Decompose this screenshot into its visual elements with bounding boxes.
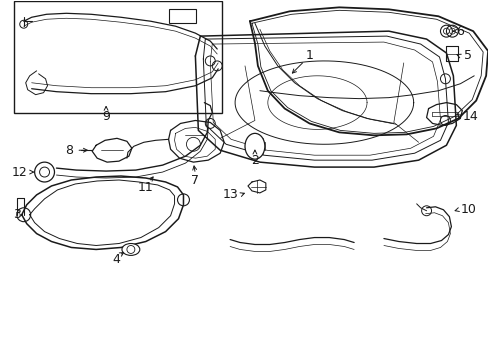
Text: 6: 6 (456, 24, 464, 38)
Text: 1: 1 (306, 49, 314, 63)
Text: 2: 2 (251, 154, 259, 167)
Text: 3: 3 (13, 208, 21, 221)
Text: 7: 7 (192, 174, 199, 186)
Text: 4: 4 (112, 253, 120, 266)
Text: 9: 9 (102, 110, 110, 123)
Bar (14, 1, 222, 113)
Text: 10: 10 (460, 203, 476, 216)
Ellipse shape (122, 243, 140, 255)
Ellipse shape (245, 133, 265, 159)
Bar (245, 142, 265, 150)
Text: 12: 12 (12, 166, 27, 179)
Text: 11: 11 (138, 181, 154, 194)
Text: 13: 13 (222, 188, 238, 201)
Text: 8: 8 (65, 144, 74, 157)
Bar (169, 9, 196, 23)
Text: 14: 14 (463, 110, 478, 123)
Text: 5: 5 (464, 49, 472, 63)
